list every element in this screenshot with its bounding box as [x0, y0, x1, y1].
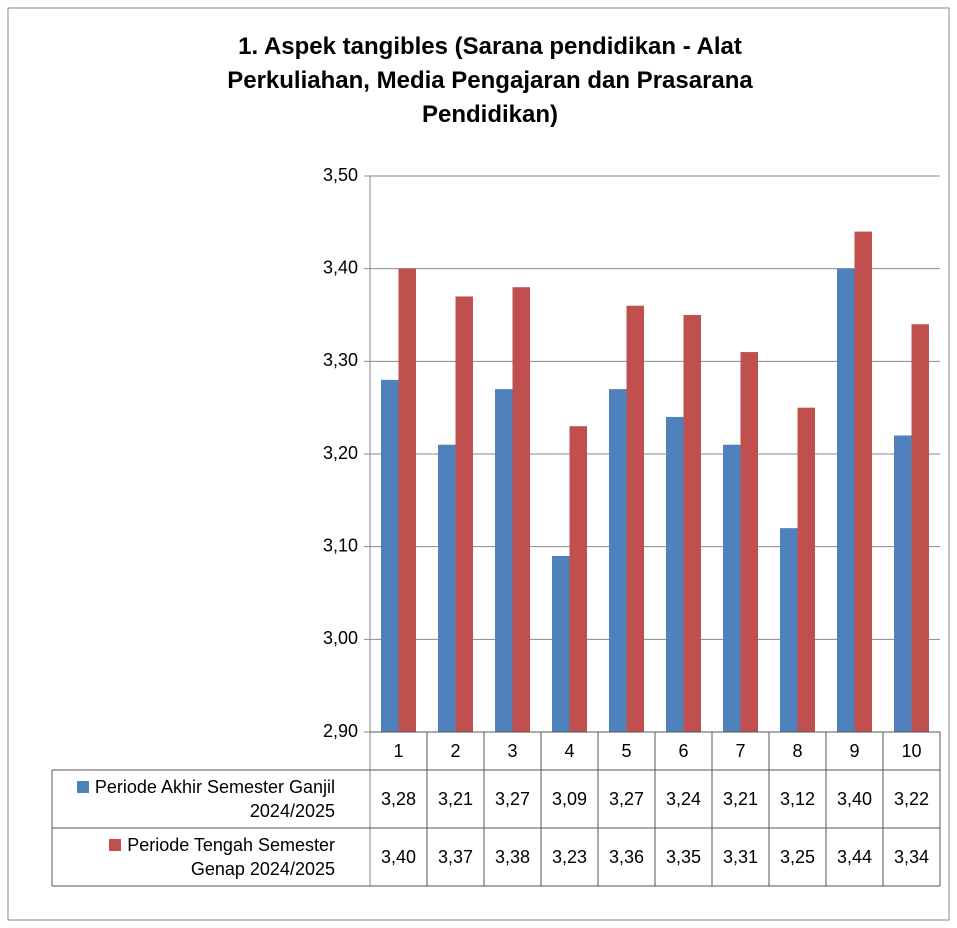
legend-label: Periode Akhir Semester Ganjil 2024/2025 — [94, 777, 335, 821]
table-value: 3,44 — [837, 847, 872, 867]
bar — [683, 315, 701, 732]
table-value: 3,21 — [723, 789, 758, 809]
bar — [740, 352, 758, 732]
table-value: 3,22 — [894, 789, 929, 809]
table-value: 3,27 — [609, 789, 644, 809]
bar — [552, 555, 570, 732]
table-value: 3,27 — [495, 789, 530, 809]
x-tick-label: 7 — [735, 741, 745, 761]
table-value: 3,09 — [552, 789, 587, 809]
bar — [569, 426, 587, 732]
table-value: 3,40 — [381, 847, 416, 867]
x-tick-label: 3 — [507, 741, 517, 761]
bar — [626, 305, 644, 732]
y-tick-label: 3,50 — [323, 165, 358, 185]
table-value: 3,12 — [780, 789, 815, 809]
bar — [455, 296, 473, 732]
legend-label: Periode Tengah Semester Genap 2024/2025 — [127, 835, 335, 879]
table-value: 3,36 — [609, 847, 644, 867]
x-tick-label: 4 — [564, 741, 574, 761]
legend-key — [76, 781, 89, 793]
table-value: 3,31 — [723, 847, 758, 867]
table-value: 3,35 — [666, 847, 701, 867]
y-tick-label: 3,30 — [323, 350, 358, 370]
bar — [398, 268, 416, 732]
x-tick-label: 8 — [792, 741, 802, 761]
x-tick-label: 6 — [678, 741, 688, 761]
chart-title: 1. Aspek tangibles (Sarana pendidikan - … — [227, 33, 753, 128]
y-tick-label: 3,40 — [323, 257, 358, 277]
bar — [666, 416, 684, 732]
x-tick-label: 10 — [901, 741, 921, 761]
bar — [780, 528, 798, 732]
bar — [723, 444, 741, 732]
bar — [512, 287, 530, 732]
y-tick-label: 3,10 — [323, 535, 358, 555]
bar — [381, 379, 399, 732]
bar — [911, 324, 929, 732]
table-value: 3,25 — [780, 847, 815, 867]
bar — [609, 389, 627, 732]
legend-key — [109, 839, 122, 851]
table-value: 3,37 — [438, 847, 473, 867]
bar — [495, 389, 513, 732]
table-value: 3,34 — [894, 847, 929, 867]
table-value: 3,24 — [666, 789, 701, 809]
x-tick-label: 9 — [849, 741, 859, 761]
bar — [854, 231, 872, 732]
x-tick-label: 5 — [621, 741, 631, 761]
table-value: 3,21 — [438, 789, 473, 809]
bar — [438, 444, 456, 732]
bar — [797, 407, 815, 732]
bar — [837, 268, 855, 732]
table-value: 3,40 — [837, 789, 872, 809]
table-value: 3,23 — [552, 847, 587, 867]
bar — [894, 435, 912, 732]
y-tick-label: 2,90 — [323, 721, 358, 741]
table-value: 3,28 — [381, 789, 416, 809]
table-value: 3,38 — [495, 847, 530, 867]
x-tick-label: 2 — [450, 741, 460, 761]
y-tick-label: 3,00 — [323, 628, 358, 648]
legend-entry: Periode Tengah Semester Genap 2024/2025 — [60, 833, 335, 881]
x-tick-label: 1 — [393, 741, 403, 761]
y-tick-label: 3,20 — [323, 443, 358, 463]
chart-border — [7, 7, 950, 921]
legend-entry: Periode Akhir Semester Ganjil 2024/2025 — [60, 775, 335, 823]
